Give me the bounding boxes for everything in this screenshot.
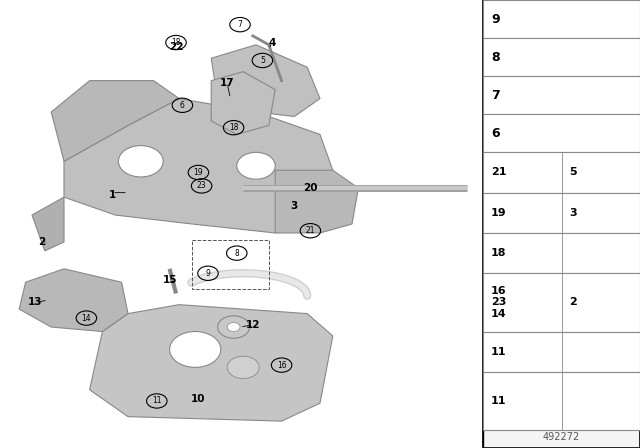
Text: 17: 17 (220, 78, 234, 88)
Text: 7: 7 (491, 89, 500, 102)
Text: 11: 11 (491, 396, 506, 406)
Polygon shape (32, 197, 64, 251)
Text: 3: 3 (291, 201, 298, 211)
Text: 21: 21 (306, 226, 315, 235)
Text: 21: 21 (491, 168, 506, 177)
Text: 14: 14 (81, 314, 92, 323)
Bar (483, 233, 640, 273)
Text: 4: 4 (268, 38, 276, 47)
Polygon shape (51, 81, 179, 161)
Polygon shape (275, 170, 358, 233)
Text: 3: 3 (570, 208, 577, 218)
Text: 9: 9 (205, 269, 211, 278)
Bar (192, 240, 269, 289)
Text: 5: 5 (570, 168, 577, 177)
Polygon shape (19, 269, 128, 332)
Polygon shape (211, 72, 275, 134)
Polygon shape (90, 305, 333, 421)
Text: 18: 18 (172, 38, 180, 47)
Bar (483, 193, 640, 233)
Text: 7: 7 (237, 20, 243, 29)
Bar (483, 152, 640, 193)
Text: 16
23
14: 16 23 14 (491, 286, 506, 319)
Text: 18: 18 (491, 248, 506, 258)
Text: 13: 13 (28, 297, 42, 307)
Bar (483, 372, 640, 430)
Text: 1: 1 (108, 190, 116, 200)
Circle shape (237, 152, 275, 179)
Text: 492272: 492272 (543, 432, 580, 442)
Text: 19: 19 (193, 168, 204, 177)
Text: 19: 19 (491, 208, 506, 218)
Text: 15: 15 (163, 275, 177, 285)
Circle shape (227, 356, 259, 379)
Text: 8: 8 (491, 51, 499, 64)
Bar (483, 273, 640, 332)
Polygon shape (211, 45, 320, 116)
Text: 8: 8 (234, 249, 239, 258)
Circle shape (227, 323, 240, 332)
Polygon shape (64, 99, 333, 233)
Text: 12: 12 (246, 320, 260, 330)
Text: 6: 6 (180, 101, 185, 110)
Text: 11: 11 (152, 396, 161, 405)
Text: 22: 22 (169, 42, 183, 52)
Bar (483, 76, 640, 114)
Text: 11: 11 (491, 347, 506, 357)
Bar (483, 332, 640, 372)
Text: 6: 6 (491, 127, 499, 140)
Text: 18: 18 (229, 123, 238, 132)
Text: 5: 5 (260, 56, 265, 65)
Text: 10: 10 (191, 394, 205, 404)
Text: 9: 9 (491, 13, 499, 26)
FancyBboxPatch shape (483, 0, 640, 448)
Circle shape (118, 146, 163, 177)
Circle shape (218, 316, 250, 338)
Bar (483, 0, 640, 38)
Text: 2: 2 (38, 237, 45, 247)
Bar (483, 38, 640, 76)
Text: 2: 2 (570, 297, 577, 307)
Circle shape (170, 332, 221, 367)
Text: 16: 16 (276, 361, 287, 370)
Text: 23: 23 (196, 181, 207, 190)
Bar (483, 114, 640, 152)
Text: 20: 20 (303, 183, 317, 193)
